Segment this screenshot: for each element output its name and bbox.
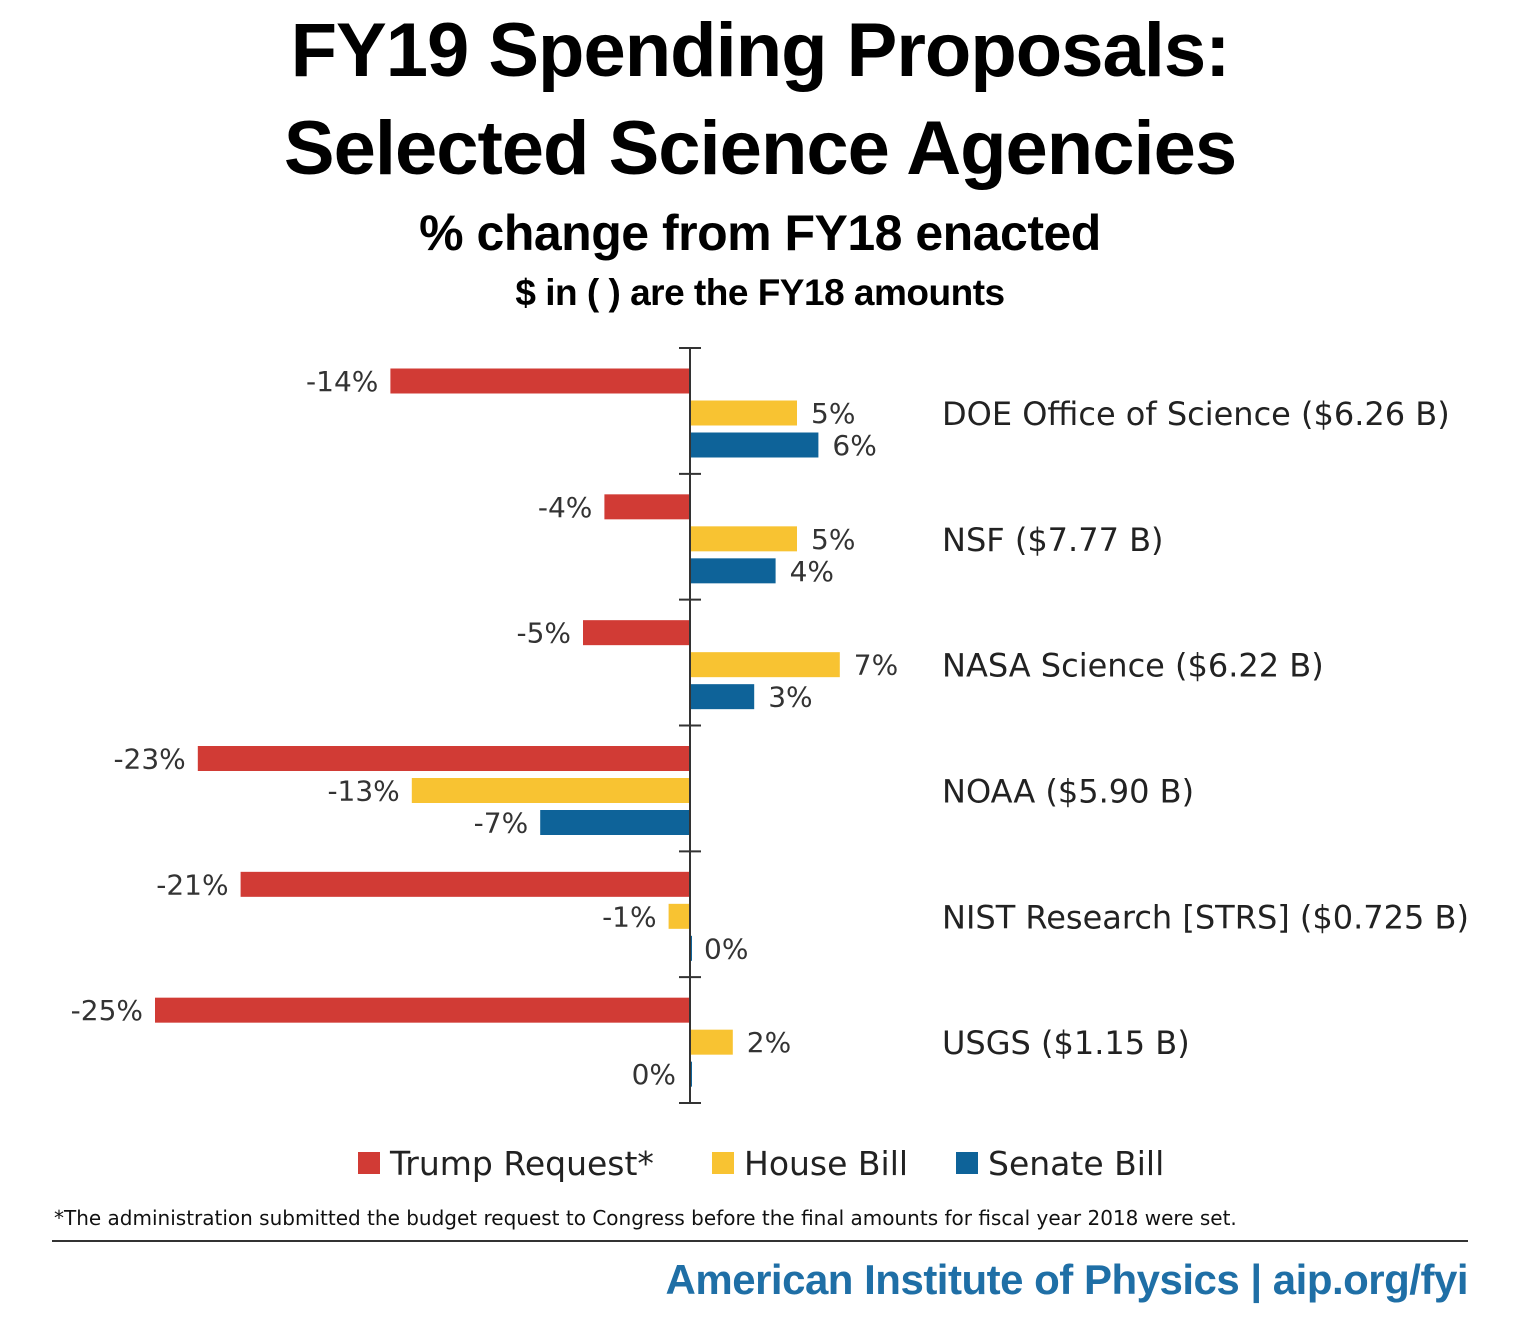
value-label-trump-request-noaa: -23%: [113, 743, 185, 776]
value-label-trump-request-usgs: -25%: [71, 994, 143, 1027]
bar-trump-request-nist-research-strs: [240, 871, 690, 897]
category-label-nsf: NSF ($7.77 B): [942, 521, 1164, 559]
bar-trump-request-usgs: [155, 997, 690, 1023]
bar-trump-request-doe-office-of-science: [390, 368, 690, 394]
legend: Trump Request* House Bill Senate Bill: [0, 1140, 1520, 1186]
value-label-trump-request-nist-research-strs: -21%: [156, 868, 228, 901]
bar-house-bill-noaa: [411, 778, 690, 803]
chart-title-line-2: Selected Science Agencies: [283, 106, 1237, 191]
value-label-senate-bill-nist-research-strs: 0%: [704, 932, 748, 965]
legend-item-house-bill: House Bill: [712, 1140, 908, 1186]
value-label-senate-bill-noaa: -7%: [474, 807, 529, 840]
legend-label-trump-request: Trump Request*: [390, 1143, 654, 1183]
bar-house-bill-doe-office-of-science: [690, 400, 797, 426]
legend-item-trump-request: Trump Request*: [358, 1140, 654, 1186]
chart-subtitle: % change from FY18 enacted: [419, 205, 1101, 261]
bar-trump-request-nasa-science: [583, 620, 690, 646]
value-label-house-bill-noaa: -13%: [327, 775, 399, 808]
divider: [52, 1240, 1468, 1242]
category-label-nist-research-strs: NIST Research [STRS] ($0.725 B): [942, 898, 1469, 936]
legend-swatch-senate-bill: [956, 1152, 978, 1174]
bar-senate-bill-noaa: [540, 810, 690, 835]
chart-title-line-1: FY19 Spending Proposals:: [290, 8, 1231, 93]
legend-swatch-house-bill: [712, 1152, 734, 1174]
category-label-doe-office-of-science: DOE Office of Science ($6.26 B): [942, 395, 1450, 433]
value-label-senate-bill-usgs: 0%: [632, 1058, 676, 1091]
bar-senate-bill-nasa-science: [690, 684, 755, 710]
legend-item-senate-bill: Senate Bill: [956, 1140, 1164, 1186]
value-label-senate-bill-nasa-science: 3%: [768, 681, 812, 714]
bar-house-bill-nasa-science: [690, 652, 840, 678]
value-label-house-bill-nist-research-strs: -1%: [602, 900, 657, 933]
footnote: *The administration submitted the budget…: [54, 1206, 1237, 1230]
bar-house-bill-usgs: [690, 1029, 733, 1055]
bar-senate-bill-nsf: [690, 558, 776, 584]
bar-trump-request-noaa: [197, 746, 691, 771]
category-label-nasa-science: NASA Science ($6.22 B): [942, 647, 1324, 685]
value-label-house-bill-nsf: 5%: [811, 523, 855, 556]
source-credit: American Institute of Physics | aip.org/…: [665, 1256, 1469, 1303]
value-label-senate-bill-doe-office-of-science: 6%: [832, 429, 876, 462]
bar-house-bill-nsf: [690, 526, 797, 552]
value-label-trump-request-nasa-science: -5%: [516, 617, 571, 650]
value-label-house-bill-doe-office-of-science: 5%: [811, 397, 855, 430]
legend-swatch-trump-request: [358, 1152, 380, 1174]
bar-house-bill-nist-research-strs: [668, 903, 690, 929]
value-label-trump-request-doe-office-of-science: -14%: [306, 365, 378, 398]
value-label-house-bill-nasa-science: 7%: [854, 649, 898, 682]
legend-label-house-bill: House Bill: [744, 1143, 909, 1183]
value-label-house-bill-usgs: 2%: [747, 1026, 791, 1059]
category-label-usgs: USGS ($1.15 B): [942, 1024, 1190, 1062]
bar-senate-bill-doe-office-of-science: [690, 432, 819, 458]
value-label-trump-request-nsf: -4%: [538, 491, 593, 524]
category-label-noaa: NOAA ($5.90 B): [942, 773, 1194, 811]
bar-trump-request-nsf: [604, 494, 690, 520]
legend-label-senate-bill: Senate Bill: [988, 1143, 1165, 1183]
value-label-senate-bill-nsf: 4%: [790, 555, 834, 588]
chart-subtitle-note: $ in ( ) are the FY18 amounts: [515, 272, 1005, 313]
